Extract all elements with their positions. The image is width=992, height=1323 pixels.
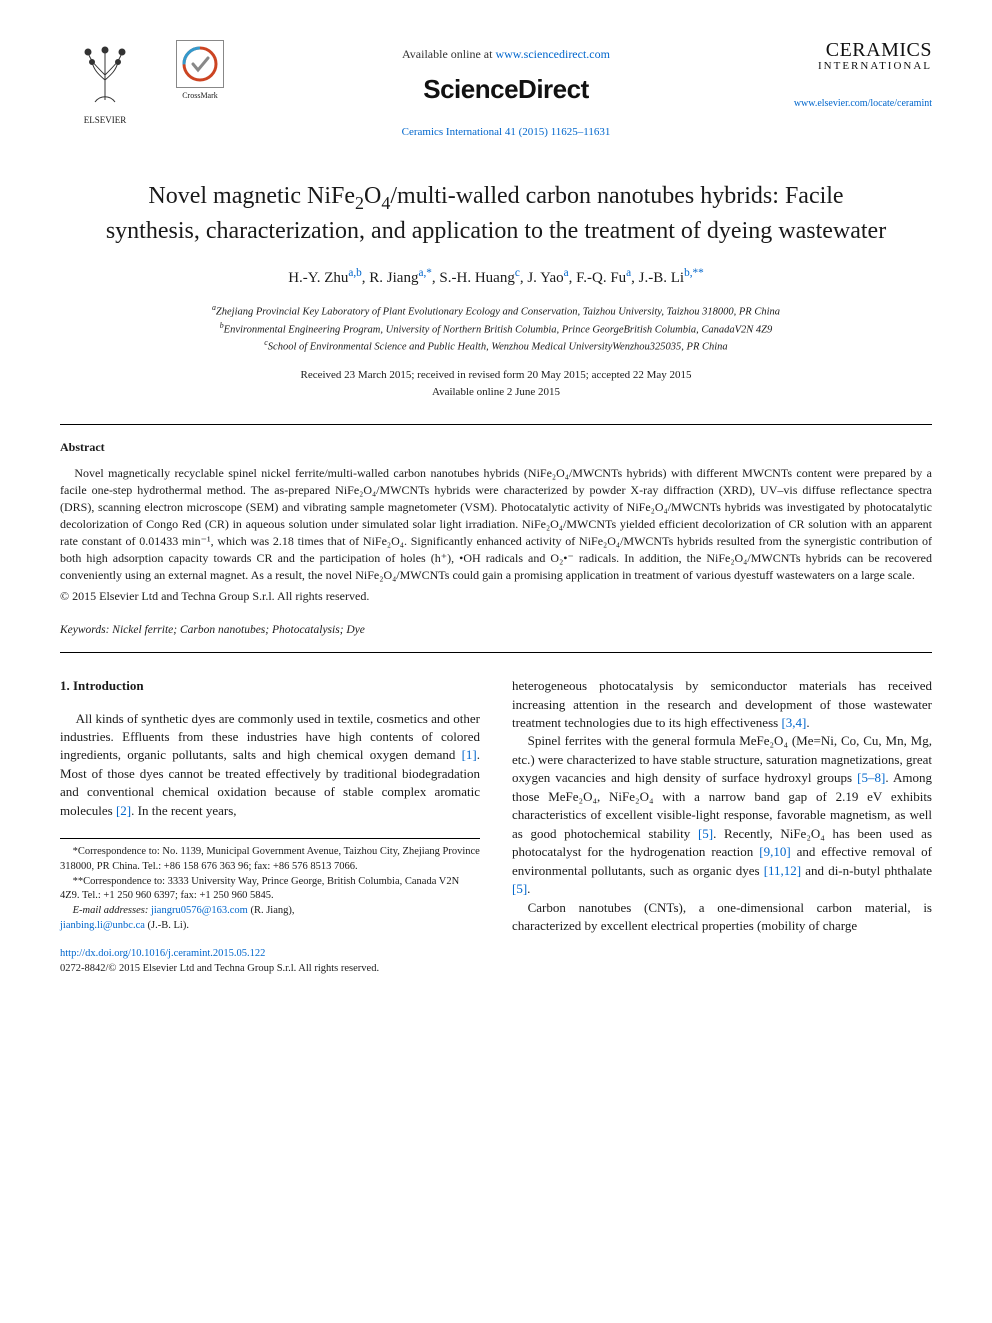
- affiliation-a: aZhejiang Provincial Key Laboratory of P…: [60, 302, 932, 320]
- author-aff[interactable]: a,b: [348, 267, 361, 279]
- journal-logo-block: CERAMICS INTERNATIONAL www.elsevier.com/…: [782, 40, 932, 110]
- divider: [60, 652, 932, 653]
- author: J.-B. Lib,**: [639, 270, 704, 286]
- footnote-corr-1: *Correspondence to: No. 1139, Municipal …: [60, 845, 480, 874]
- intro-para-1-cont: heterogeneous photocatalysis by semicond…: [512, 677, 932, 732]
- article-title: Novel magnetic NiFe2O4/multi-walled carb…: [100, 180, 892, 247]
- section-heading-intro: 1. Introduction: [60, 677, 480, 695]
- ref-link[interactable]: [5]: [698, 826, 713, 841]
- keywords-text: Nickel ferrite; Carbon nanotubes; Photoc…: [109, 624, 365, 636]
- footnote-emails: E-mail addresses: jiangru0576@163.com (R…: [60, 904, 480, 919]
- author-aff[interactable]: a: [564, 267, 569, 279]
- intro-para-3: Carbon nanotubes (CNTs), a one-dimension…: [512, 899, 932, 936]
- crossmark-label: CrossMark: [170, 91, 230, 102]
- journal-homepage-link[interactable]: www.elsevier.com/locate/ceramint: [782, 97, 932, 111]
- sciencedirect-url-link[interactable]: www.sciencedirect.com: [495, 47, 610, 61]
- affiliations: aZhejiang Provincial Key Laboratory of P…: [60, 302, 932, 355]
- footnotes-block: *Correspondence to: No. 1139, Municipal …: [60, 838, 480, 933]
- title-part-2: O: [364, 183, 381, 209]
- author-aff[interactable]: a,*: [418, 267, 431, 279]
- affiliation-c: cSchool of Environmental Science and Pub…: [60, 337, 932, 355]
- abstract-paragraph: Novel magnetically recyclable spinel nic…: [60, 465, 932, 584]
- abstract-body: Novel magnetically recyclable spinel nic…: [60, 465, 932, 584]
- ref-link[interactable]: [3,4]: [781, 715, 806, 730]
- author: J. Yaoa: [527, 270, 568, 286]
- elsevier-label: ELSEVIER: [60, 114, 150, 126]
- title-sub-1: 2: [355, 193, 364, 213]
- body-columns: 1. Introduction All kinds of synthetic d…: [60, 677, 932, 977]
- footnote-corr-2: **Correspondence to: 3333 University Way…: [60, 875, 480, 904]
- dates-received: Received 23 March 2015; received in revi…: [60, 367, 932, 384]
- journal-logo: CERAMICS INTERNATIONAL: [782, 40, 932, 73]
- right-column: heterogeneous photocatalysis by semicond…: [512, 677, 932, 977]
- intro-para-1: All kinds of synthetic dyes are commonly…: [60, 710, 480, 821]
- elsevier-logo-block: ELSEVIER: [60, 40, 150, 126]
- intro-para-2: Spinel ferrites with the general formula…: [512, 732, 932, 898]
- ref-link[interactable]: [11,12]: [764, 863, 801, 878]
- keywords-line: Keywords: Nickel ferrite; Carbon nanotub…: [60, 623, 932, 639]
- footnote-email-2: jianbing.li@unbc.ca (J.-B. Li).: [60, 919, 480, 934]
- crossmark-icon: [176, 40, 224, 88]
- article-dates: Received 23 March 2015; received in revi…: [60, 367, 932, 400]
- left-column: 1. Introduction All kinds of synthetic d…: [60, 677, 480, 977]
- author-aff[interactable]: a: [626, 267, 631, 279]
- author: S.-H. Huangc: [439, 270, 519, 286]
- author-aff[interactable]: c: [515, 267, 520, 279]
- citation-link[interactable]: Ceramics International 41 (2015) 11625–1…: [402, 126, 611, 138]
- header-center: Available online at www.sciencedirect.co…: [250, 40, 762, 140]
- available-prefix: Available online at: [402, 47, 495, 61]
- ref-link[interactable]: [5]: [512, 881, 527, 896]
- doi-line: http://dx.doi.org/10.1016/j.ceramint.201…: [60, 947, 480, 962]
- divider: [60, 424, 932, 425]
- page-header: ELSEVIER CrossMark Available online at w…: [60, 40, 932, 140]
- abstract-copyright: © 2015 Elsevier Ltd and Techna Group S.r…: [60, 588, 932, 604]
- email-label: E-mail addresses:: [73, 905, 149, 916]
- ref-link[interactable]: [9,10]: [759, 844, 790, 859]
- elsevier-tree-icon: [70, 40, 140, 110]
- author: R. Jianga,*: [369, 270, 432, 286]
- doi-link[interactable]: http://dx.doi.org/10.1016/j.ceramint.201…: [60, 948, 265, 959]
- author-aff[interactable]: b,**: [684, 267, 704, 279]
- title-part-1: Novel magnetic NiFe: [148, 183, 355, 209]
- title-sub-2: 4: [381, 193, 390, 213]
- abstract-section: Abstract Novel magnetically recyclable s…: [60, 439, 932, 605]
- author-list: H.-Y. Zhua,b, R. Jianga,*, S.-H. Huangc,…: [60, 266, 932, 288]
- footer-meta: http://dx.doi.org/10.1016/j.ceramint.201…: [60, 947, 480, 976]
- abstract-heading: Abstract: [60, 439, 932, 455]
- journal-name-1: CERAMICS: [826, 39, 932, 61]
- sciencedirect-brand: ScienceDirect: [250, 72, 762, 107]
- ref-link[interactable]: [5–8]: [857, 770, 885, 785]
- email-link[interactable]: jianbing.li@unbc.ca: [60, 920, 145, 931]
- author: H.-Y. Zhua,b: [288, 270, 362, 286]
- affiliation-b: bEnvironmental Engineering Program, Univ…: [60, 320, 932, 338]
- ref-link[interactable]: [1]: [462, 747, 477, 762]
- journal-name-2: INTERNATIONAL: [782, 61, 932, 73]
- email-link[interactable]: jiangru0576@163.com: [151, 905, 248, 916]
- issn-copyright: 0272-8842/© 2015 Elsevier Ltd and Techna…: [60, 962, 480, 977]
- citation-line: Ceramics International 41 (2015) 11625–1…: [250, 125, 762, 140]
- ref-link[interactable]: [2]: [116, 803, 131, 818]
- dates-online: Available online 2 June 2015: [60, 384, 932, 401]
- author: F.-Q. Fua: [576, 270, 631, 286]
- crossmark-block[interactable]: CrossMark: [170, 40, 230, 102]
- keywords-label: Keywords:: [60, 624, 109, 636]
- available-online-line: Available online at www.sciencedirect.co…: [250, 46, 762, 62]
